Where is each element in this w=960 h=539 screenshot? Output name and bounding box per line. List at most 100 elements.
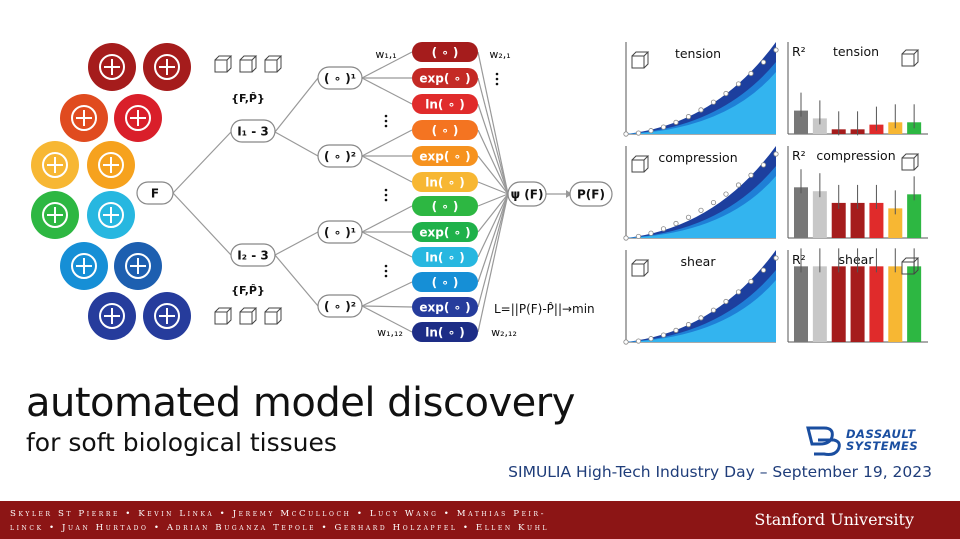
stress-node-label: P(F) bbox=[577, 188, 605, 202]
panel-label-compression: compression bbox=[658, 150, 737, 165]
logo-text-line2: SYSTEMES bbox=[846, 439, 919, 453]
psi-node: ψ (F) bbox=[507, 181, 547, 207]
activation-node-4-label: ( ∘ ) bbox=[432, 124, 459, 138]
r2-bar bbox=[907, 194, 922, 238]
gel-icon bbox=[87, 191, 135, 239]
activation-node-10: ( ∘ ) bbox=[412, 272, 478, 292]
r2-bar bbox=[850, 266, 865, 342]
r2-cube-tension bbox=[901, 49, 920, 67]
weight-w11: w₁,₁ bbox=[375, 48, 396, 61]
activation-node-1-label: ( ∘ ) bbox=[432, 46, 459, 60]
activation-node-10-label: ( ∘ ) bbox=[432, 276, 459, 290]
university-name: Stanford University bbox=[754, 510, 914, 529]
arrow-head bbox=[566, 190, 572, 198]
specimen-cube-bottom-1 bbox=[214, 307, 233, 325]
r2-label: R² bbox=[792, 44, 806, 59]
input-node-F-label: F bbox=[151, 187, 159, 201]
r2-title-shear: shear bbox=[839, 252, 875, 267]
lungs-icon bbox=[60, 94, 108, 142]
r2-bar bbox=[812, 191, 827, 238]
power-node-1b: ( ∘ )¹ bbox=[317, 220, 363, 244]
ellipsis-4 bbox=[495, 72, 499, 86]
data-label-top: {F,P̂} bbox=[231, 92, 265, 105]
specimen-cube-bottom-2 bbox=[239, 307, 258, 325]
activation-node-6: ln( ∘ ) bbox=[412, 172, 478, 192]
r2-chart-shear: R² shear bbox=[787, 248, 928, 343]
r2-title-tension: tension bbox=[833, 44, 879, 59]
muscle-icon bbox=[114, 94, 162, 142]
stress-node: P(F) bbox=[569, 181, 613, 207]
event-line: SIMULIA High-Tech Industry Day – Septemb… bbox=[508, 463, 932, 481]
r2-bar bbox=[831, 202, 846, 238]
specimen-cube-top-3 bbox=[264, 55, 283, 73]
panel-cube-tension bbox=[631, 51, 650, 69]
logo-text-line1: DASSAULT bbox=[846, 427, 916, 441]
r2-chart-compression: R² compression bbox=[787, 146, 928, 239]
activation-node-6-label: ln( ∘ ) bbox=[425, 176, 465, 190]
activation-node-11: exp( ∘ ) bbox=[412, 297, 478, 317]
activation-node-1: ( ∘ ) bbox=[412, 42, 478, 62]
input-node-F: F bbox=[136, 181, 174, 205]
r2-label: R² bbox=[792, 148, 806, 163]
activation-node-12: ln( ∘ ) bbox=[412, 322, 478, 342]
skin-icon bbox=[31, 141, 79, 189]
power-node-1a: ( ∘ )¹ bbox=[317, 66, 363, 90]
curve-panel-shear: shear bbox=[623, 250, 779, 345]
activation-node-12-label: ln( ∘ ) bbox=[425, 326, 465, 340]
r2-bar bbox=[869, 202, 884, 238]
r2-bar bbox=[869, 266, 884, 342]
r2-bar bbox=[794, 266, 808, 342]
r2-bar bbox=[812, 266, 827, 342]
invariant-node-2-label: I₂ - 3 bbox=[237, 249, 268, 263]
page-subtitle: for soft biological tissues bbox=[26, 428, 337, 457]
r2-title-compression: compression bbox=[816, 148, 895, 163]
activation-node-3-label: ln( ∘ ) bbox=[425, 98, 465, 112]
data-label-bottom: {F,P̂} bbox=[231, 284, 265, 297]
panel-cube-compression bbox=[631, 155, 650, 173]
r2-bar bbox=[888, 266, 903, 342]
arteries-icon bbox=[88, 43, 136, 91]
weight-w212: w₂,₁₂ bbox=[491, 326, 517, 339]
specimen-cube-top-1 bbox=[214, 55, 233, 73]
specimen-cube-bottom-3 bbox=[264, 307, 283, 325]
activation-node-11-label: exp( ∘ ) bbox=[419, 301, 470, 315]
invariant-node-2: I₂ - 3 bbox=[230, 243, 276, 267]
r2-label: R² bbox=[792, 252, 806, 267]
activation-node-2: exp( ∘ ) bbox=[412, 68, 478, 88]
heart-icon bbox=[143, 43, 191, 91]
page-title: automated model discovery bbox=[26, 380, 575, 426]
brain-icon bbox=[31, 191, 79, 239]
power-node-1b-label: ( ∘ )¹ bbox=[324, 226, 356, 240]
activation-node-8: exp( ∘ ) bbox=[412, 222, 478, 242]
panel-label-shear: shear bbox=[681, 254, 717, 269]
panel-label-tension: tension bbox=[675, 46, 721, 61]
psi-node-label: ψ (F) bbox=[511, 188, 544, 202]
weight-w21: w₂,₁ bbox=[489, 48, 510, 61]
activation-node-7: ( ∘ ) bbox=[412, 196, 478, 216]
r2-chart-tension: R² tension bbox=[787, 42, 928, 136]
ds-logo-icon bbox=[806, 426, 841, 456]
ellipsis-3 bbox=[384, 264, 388, 278]
model-discovery-figure: F I₁ - 3 I₂ - 3 ( ∘ )¹ ( ∘ )² ( ∘ )¹ ( ∘ )² ( ∘… bbox=[31, 42, 928, 345]
power-node-2a-label: ( ∘ )² bbox=[324, 150, 356, 164]
loss-function: L=||P(F)-P̂||→min bbox=[494, 302, 595, 316]
activation-node-2-label: exp( ∘ ) bbox=[419, 72, 470, 86]
power-node-2a: ( ∘ )² bbox=[317, 144, 363, 168]
tendon-icon bbox=[143, 292, 191, 340]
activation-node-5-label: exp( ∘ ) bbox=[419, 150, 470, 164]
activation-node-4: ( ∘ ) bbox=[412, 120, 478, 140]
panel-cube-shear bbox=[631, 259, 650, 277]
activation-node-5: exp( ∘ ) bbox=[412, 146, 478, 166]
activation-node-9: ln( ∘ ) bbox=[412, 247, 478, 267]
power-node-2b-label: ( ∘ )² bbox=[324, 300, 356, 314]
dassault-logo: DASSAULT SYSTEMES bbox=[804, 424, 934, 460]
activation-node-9-label: ln( ∘ ) bbox=[425, 251, 465, 265]
power-node-2b: ( ∘ )² bbox=[317, 294, 363, 318]
invariant-node-1: I₁ - 3 bbox=[230, 119, 276, 143]
author-line-2: linck • Juan Hurtado • Adrian Buganza Te… bbox=[10, 523, 550, 533]
r2-bar bbox=[850, 202, 865, 238]
tissue-mesh-icon bbox=[88, 292, 136, 340]
cells-icon bbox=[114, 242, 162, 290]
author-line-1: Skyler St Pierre • Kevin Linka • Jeremy … bbox=[10, 509, 547, 519]
activation-node-7-label: ( ∘ ) bbox=[432, 200, 459, 214]
